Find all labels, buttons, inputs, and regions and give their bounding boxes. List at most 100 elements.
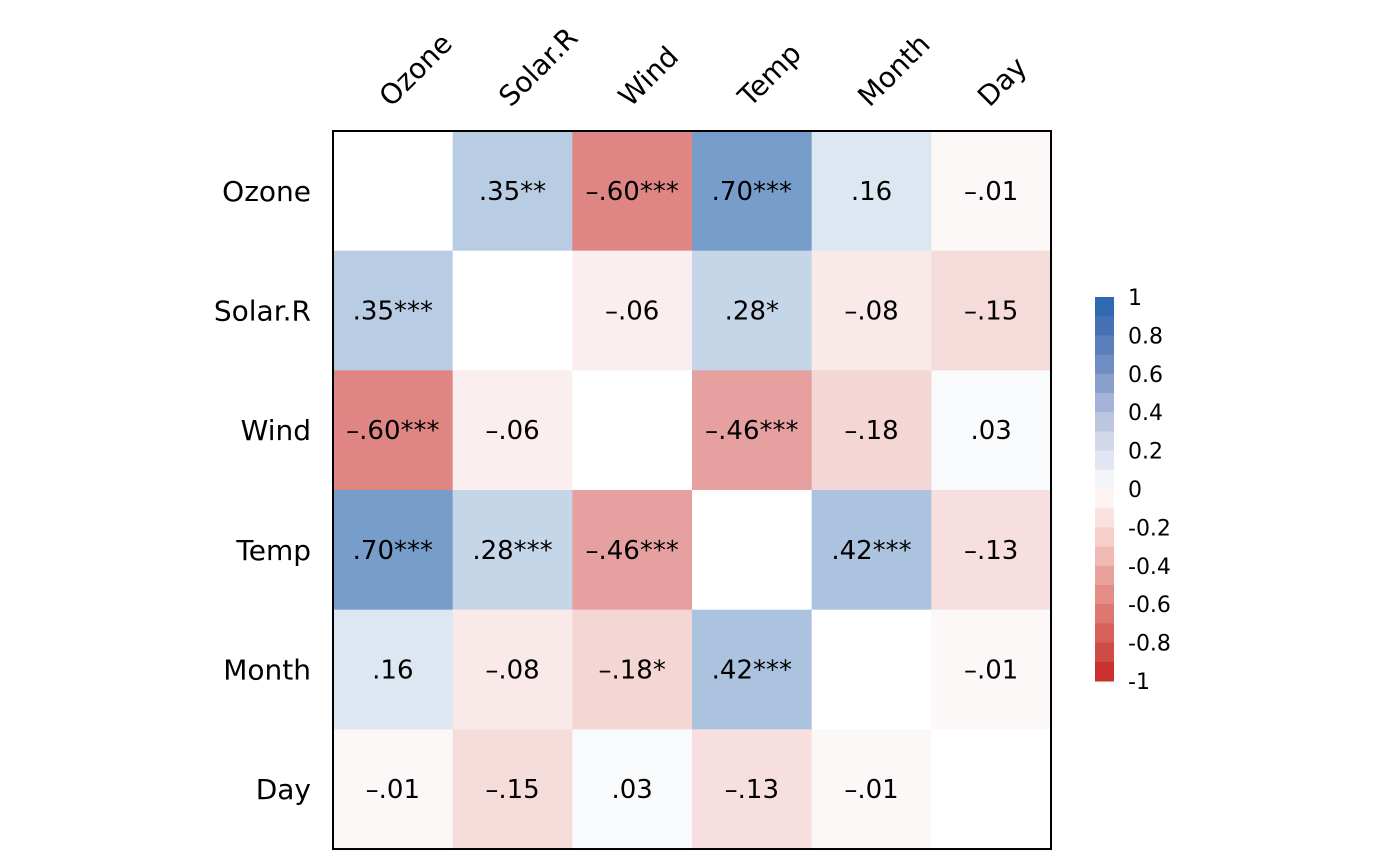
- legend-tick-label: -1: [1128, 670, 1150, 695]
- cell-value-label: –.08: [844, 297, 898, 327]
- cell-value-label: .28***: [472, 536, 552, 566]
- cell-value-label: –.60***: [586, 177, 679, 207]
- legend-bin: [1095, 623, 1114, 644]
- legend-bin: [1095, 431, 1114, 452]
- legend-tick-label: -0.8: [1128, 632, 1171, 657]
- heatmap-frame: [332, 130, 1053, 851]
- heatmap-cell-Month-Ozone: [333, 609, 454, 730]
- heatmap-cell-Wind-Ozone: [333, 370, 454, 491]
- legend-tick-label: 0: [1128, 478, 1142, 503]
- cell-value-label: .70***: [353, 536, 433, 566]
- legend-bin: [1095, 527, 1114, 548]
- cell-value-label: –.08: [485, 656, 539, 686]
- heatmap-cell-Wind-Month: [811, 370, 932, 491]
- heatmap-cell-Temp-Wind: [572, 490, 693, 611]
- heatmap-cell-Solar.R-Day: [931, 250, 1052, 371]
- legend-tick-label: -0.2: [1128, 516, 1171, 541]
- heatmap-cell-Day-Ozone: [333, 729, 454, 850]
- legend-bin: [1095, 585, 1114, 605]
- heatmap-cell-Month-Wind: [572, 609, 693, 730]
- heatmap-cell-Month-Day: [931, 609, 1052, 730]
- row-label-temp: Temp: [235, 534, 311, 567]
- legend-tick-label: -0.4: [1128, 555, 1171, 580]
- legend-bin: [1095, 604, 1114, 624]
- heatmap-cell-Day-Temp: [692, 729, 813, 850]
- legend-bin: [1095, 393, 1114, 413]
- row-labels: Ozone Solar.R Wind Temp Month Day: [214, 175, 311, 806]
- heatmap-cell-Wind-Temp: [692, 370, 813, 491]
- heatmap-cell-Solar.R-Solar.R: [452, 250, 573, 371]
- heatmap-cell-Month-Solar.R: [452, 609, 573, 730]
- legend-bin: [1095, 412, 1114, 432]
- cell-value-label: –.46***: [705, 416, 798, 446]
- cell-value-label: –.18: [844, 416, 898, 446]
- cell-value-label: –.15: [485, 775, 539, 805]
- legend-tick-label: 1: [1128, 286, 1142, 311]
- column-label-solar-r: Solar.R: [492, 21, 584, 113]
- heatmap-cell-Wind-Wind: [572, 370, 693, 491]
- legend-bin: [1095, 335, 1114, 356]
- row-label-solar-r: Solar.R: [214, 295, 311, 328]
- heatmap-cell-Ozone-Day: [931, 131, 1052, 252]
- column-label-day: Day: [971, 51, 1033, 113]
- heatmap-cell-Temp-Temp: [692, 490, 813, 611]
- legend-bin: [1095, 661, 1114, 682]
- heatmap-cell-Ozone-Wind: [572, 131, 693, 252]
- heatmap-cell-Month-Temp: [692, 609, 813, 730]
- heatmap-cell-Solar.R-Temp: [692, 250, 813, 371]
- cell-value-label: –.06: [605, 297, 659, 327]
- heatmap-cell-Solar.R-Wind: [572, 250, 693, 371]
- cell-value-label: .03: [971, 416, 1012, 446]
- heatmap-cell-Ozone-Solar.R: [452, 131, 573, 252]
- heatmap-cell-Day-Wind: [572, 729, 693, 850]
- heatmap-cell-Wind-Day: [931, 370, 1052, 491]
- column-label-ozone: Ozone: [373, 27, 459, 113]
- row-label-ozone: Ozone: [222, 175, 311, 208]
- column-label-wind: Wind: [612, 40, 685, 113]
- heatmap-cell-Solar.R-Month: [811, 250, 932, 371]
- cell-value-label: –.18*: [599, 656, 666, 686]
- cell-value-label: –.13: [725, 775, 779, 805]
- cell-value-label: –.46***: [586, 536, 679, 566]
- heatmap-cell-Ozone-Ozone: [333, 131, 454, 252]
- cell-value-label: .35***: [353, 297, 433, 327]
- color-legend: 1 0.8 0.6 0.4 0.2 0 -0.2 -0.4 -0.6 -0.8 -1: [1095, 286, 1171, 695]
- row-label-month: Month: [223, 654, 311, 687]
- heatmap-cell-Temp-Day: [931, 490, 1052, 611]
- color-legend-ticks: 1 0.8 0.6 0.4 0.2 0 -0.2 -0.4 -0.6 -0.8 -1: [1128, 286, 1171, 695]
- cell-value-label: –.01: [366, 775, 420, 805]
- legend-bin: [1095, 316, 1114, 336]
- row-label-day: Day: [256, 773, 311, 806]
- legend-bin: [1095, 489, 1114, 509]
- legend-bin: [1095, 450, 1114, 471]
- heatmap-cell-Day-Month: [811, 729, 932, 850]
- heatmap-cell-Temp-Month: [811, 490, 932, 611]
- cell-value-label: .42***: [831, 536, 911, 566]
- cell-value-label: .03: [612, 775, 653, 805]
- legend-bin: [1095, 297, 1114, 317]
- heatmap-cell-Wind-Solar.R: [452, 370, 573, 491]
- heatmap-cell-Ozone-Month: [811, 131, 932, 252]
- cell-value-label: –.60***: [346, 416, 439, 446]
- heatmap-cell-Ozone-Temp: [692, 131, 813, 252]
- cell-value-label: –.01: [964, 177, 1018, 207]
- heatmap-cell-Day-Day: [931, 729, 1052, 850]
- cell-value-label: –.01: [964, 656, 1018, 686]
- legend-bin: [1095, 546, 1114, 567]
- legend-bin: [1095, 469, 1114, 490]
- cell-value-label: .35**: [479, 177, 546, 207]
- cell-value-label: –.01: [844, 775, 898, 805]
- legend-bin: [1095, 373, 1114, 394]
- cell-value-label: –.13: [964, 536, 1018, 566]
- column-label-temp: Temp: [731, 37, 808, 114]
- column-label-month: Month: [851, 28, 936, 113]
- color-legend-bar: [1095, 297, 1114, 682]
- legend-tick-label: -0.6: [1128, 593, 1171, 618]
- heatmap-cell-Month-Month: [811, 609, 932, 730]
- legend-bin: [1095, 565, 1114, 586]
- cell-value-label: .16: [372, 656, 413, 686]
- legend-bin: [1095, 642, 1114, 663]
- heatmap-cell-Temp-Solar.R: [452, 490, 573, 611]
- heatmap-cell-labels: .35** –.60*** .70*** .16 –.01 .35*** –.06 .28* –…: [346, 177, 1018, 805]
